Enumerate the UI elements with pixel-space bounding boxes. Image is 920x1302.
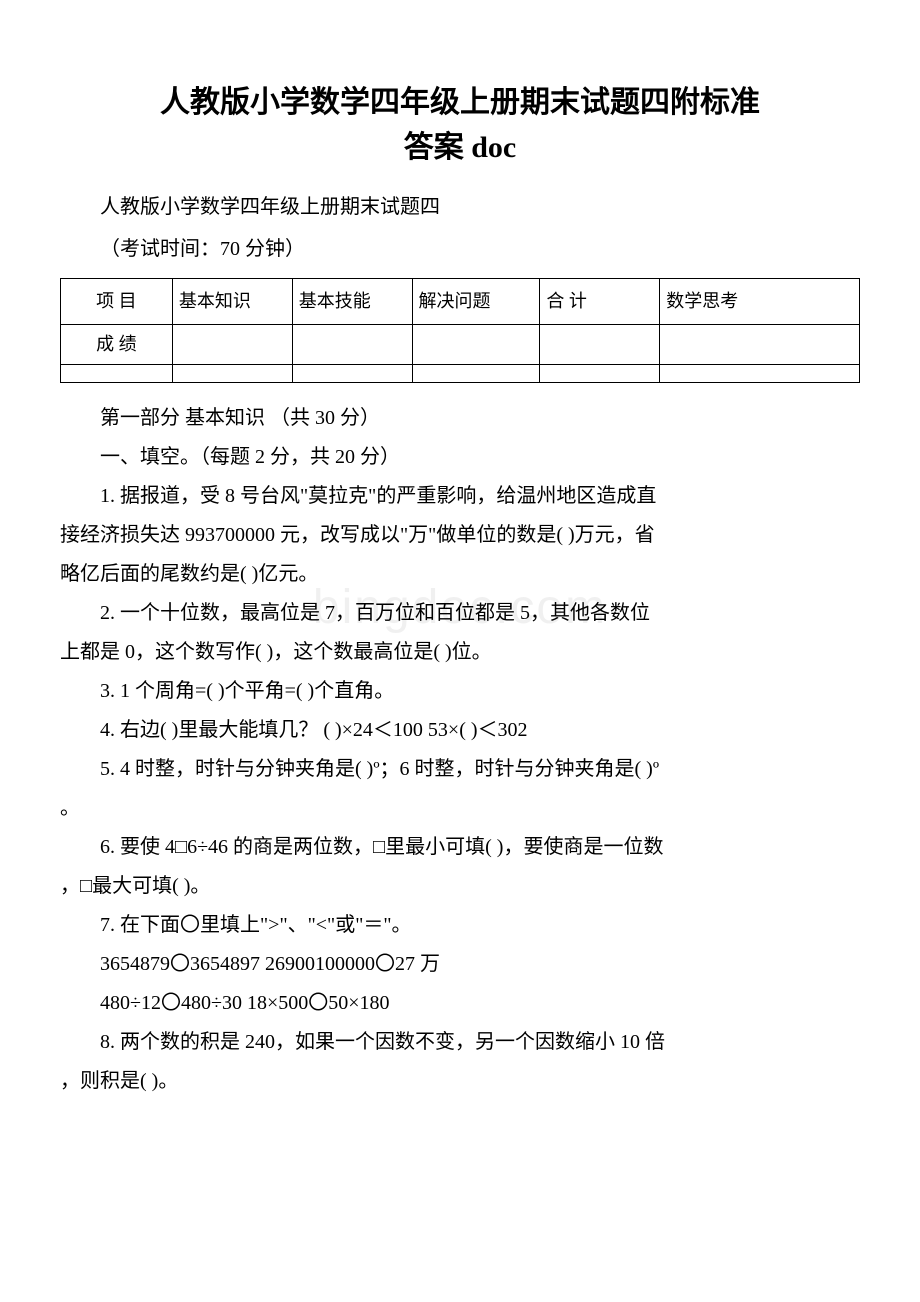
table-empty-row xyxy=(61,365,860,383)
header-cell-3: 解决问题 xyxy=(412,279,540,325)
question-3: 3. 1 个周角=( )个平角=( )个直角。 xyxy=(60,672,860,711)
q5-line-a: 5. 4 时整，时针与分钟夹角是( )º；6 时整，时针与分钟夹角是( )º xyxy=(100,758,659,780)
q2-line-a: 2. 一个十位数，最高位是 7，百万位和百位都是 5，其他各数位 xyxy=(100,602,650,624)
score-label-cell: 成 绩 xyxy=(61,325,173,365)
q5-line-b: 。 xyxy=(60,789,860,828)
exam-time: （考试时间：70 分钟） xyxy=(60,230,860,268)
score-cell-3 xyxy=(412,325,540,365)
header-cell-0: 项 目 xyxy=(61,279,173,325)
q8-line-b: ，则积是( )。 xyxy=(60,1062,860,1101)
empty-cell-0 xyxy=(61,365,173,383)
table-header-row: 项 目 基本知识 基本技能 解决问题 合 计 数学思考 xyxy=(61,279,860,325)
header-cell-1: 基本知识 xyxy=(172,279,292,325)
section-1-sub: 一、填空。（每题 2 分，共 20 分） xyxy=(60,438,860,477)
empty-cell-2 xyxy=(292,365,412,383)
header-cell-4: 合 计 xyxy=(540,279,660,325)
q6-line-b: ，□最大可填( )。 xyxy=(60,867,860,906)
question-5: 5. 4 时整，时针与分钟夹角是( )º；6 时整，时针与分钟夹角是( )º xyxy=(60,750,860,789)
score-cell-5 xyxy=(660,325,860,365)
question-1: 1. 据报道，受 8 号台风"莫拉克"的严重影响，给温州地区造成直 xyxy=(60,477,860,516)
question-4: 4. 右边( )里最大能填几？ ( )×24＜100 53×( )＜302 xyxy=(60,711,860,750)
empty-cell-1 xyxy=(172,365,292,383)
score-cell-2 xyxy=(292,325,412,365)
empty-cell-3 xyxy=(412,365,540,383)
q1-line-c: 略亿后面的尾数约是( )亿元。 xyxy=(60,555,860,594)
page-content: 人教版小学数学四年级上册期末试题四附标准 答案 doc 人教版小学数学四年级上册… xyxy=(60,80,860,1101)
q6-line-a: 6. 要使 4□6÷46 的商是两位数，□里最小可填( )，要使商是一位数 xyxy=(100,836,663,858)
header-cell-2: 基本技能 xyxy=(292,279,412,325)
q1-line-b: 接经济损失达 993700000 元，改写成以"万"做单位的数是( )万元，省 xyxy=(60,516,860,555)
document-title: 人教版小学数学四年级上册期末试题四附标准 答案 doc xyxy=(60,80,860,170)
q8-line-a: 8. 两个数的积是 240，如果一个因数不变，另一个因数缩小 10 倍 xyxy=(100,1031,665,1053)
question-6: 6. 要使 4□6÷46 的商是两位数，□里最小可填( )，要使商是一位数 xyxy=(60,828,860,867)
q2-line-b: 上都是 0，这个数写作( )，这个数最高位是( )位。 xyxy=(60,633,860,672)
score-table: 项 目 基本知识 基本技能 解决问题 合 计 数学思考 成 绩 xyxy=(60,278,860,383)
empty-cell-4 xyxy=(540,365,660,383)
q7-line-b: 3654879〇3654897 26900100000〇27 万 xyxy=(60,945,860,984)
title-line-2: 答案 doc xyxy=(404,131,517,164)
section-1-heading: 第一部分 基本知识 （共 30 分） xyxy=(60,399,860,438)
q7-line-c: 480÷12〇480÷30 18×500〇50×180 xyxy=(60,984,860,1023)
score-cell-1 xyxy=(172,325,292,365)
question-8: 8. 两个数的积是 240，如果一个因数不变，另一个因数缩小 10 倍 xyxy=(60,1023,860,1062)
header-cell-5: 数学思考 xyxy=(660,279,860,325)
table-score-row: 成 绩 xyxy=(61,325,860,365)
score-cell-4 xyxy=(540,325,660,365)
q1-line-a: 1. 据报道，受 8 号台风"莫拉克"的严重影响，给温州地区造成直 xyxy=(100,485,656,507)
question-2: 2. 一个十位数，最高位是 7，百万位和百位都是 5，其他各数位 xyxy=(60,594,860,633)
question-7: 7. 在下面〇里填上">"、"<"或"＝"。 xyxy=(60,906,860,945)
empty-cell-5 xyxy=(660,365,860,383)
title-line-1: 人教版小学数学四年级上册期末试题四附标准 xyxy=(160,86,760,119)
document-subtitle: 人教版小学数学四年级上册期末试题四 xyxy=(60,188,860,226)
